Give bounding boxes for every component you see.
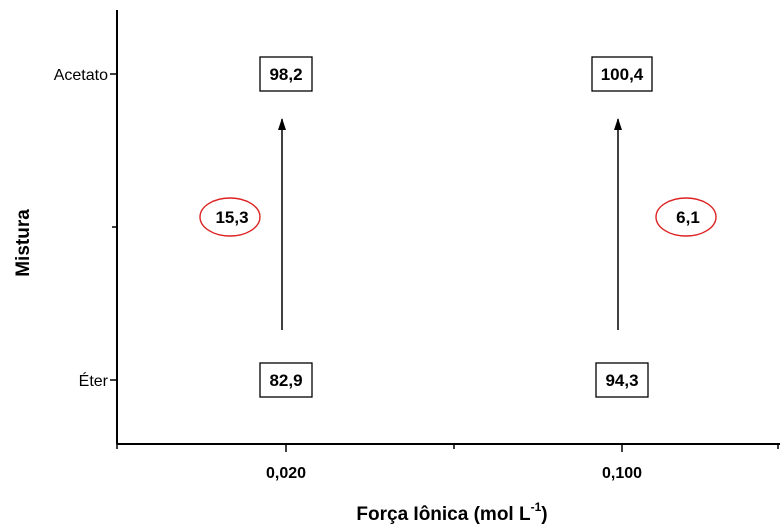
- chart-marks: 98,2 100,4 82,9 94,3 15,3 6,1: [199, 56, 717, 398]
- value-box: [259, 56, 313, 92]
- value-box: [595, 362, 649, 398]
- value-box: [259, 362, 313, 398]
- value-box: [591, 56, 653, 92]
- x-tick-label: 0,020: [266, 465, 306, 482]
- axes: Éter Acetato 0,020 0,100: [54, 10, 780, 482]
- difference-label: 6,1: [676, 208, 700, 227]
- difference-ellipse: [199, 197, 261, 237]
- value-label: 98,2: [269, 65, 302, 84]
- value-label: 94,3: [605, 371, 638, 390]
- y-tick-label: Éter: [79, 371, 109, 390]
- difference-ellipse: [655, 197, 717, 237]
- y-tick-label: Acetato: [54, 67, 108, 84]
- difference-label: 15,3: [215, 208, 248, 227]
- value-label: 82,9: [269, 371, 302, 390]
- value-label: 100,4: [601, 65, 644, 84]
- y-axis-label: Mistura: [13, 209, 34, 277]
- x-tick-label: 0,100: [602, 465, 642, 482]
- x-axis-label: Força Iônica (mol L-1): [356, 500, 547, 525]
